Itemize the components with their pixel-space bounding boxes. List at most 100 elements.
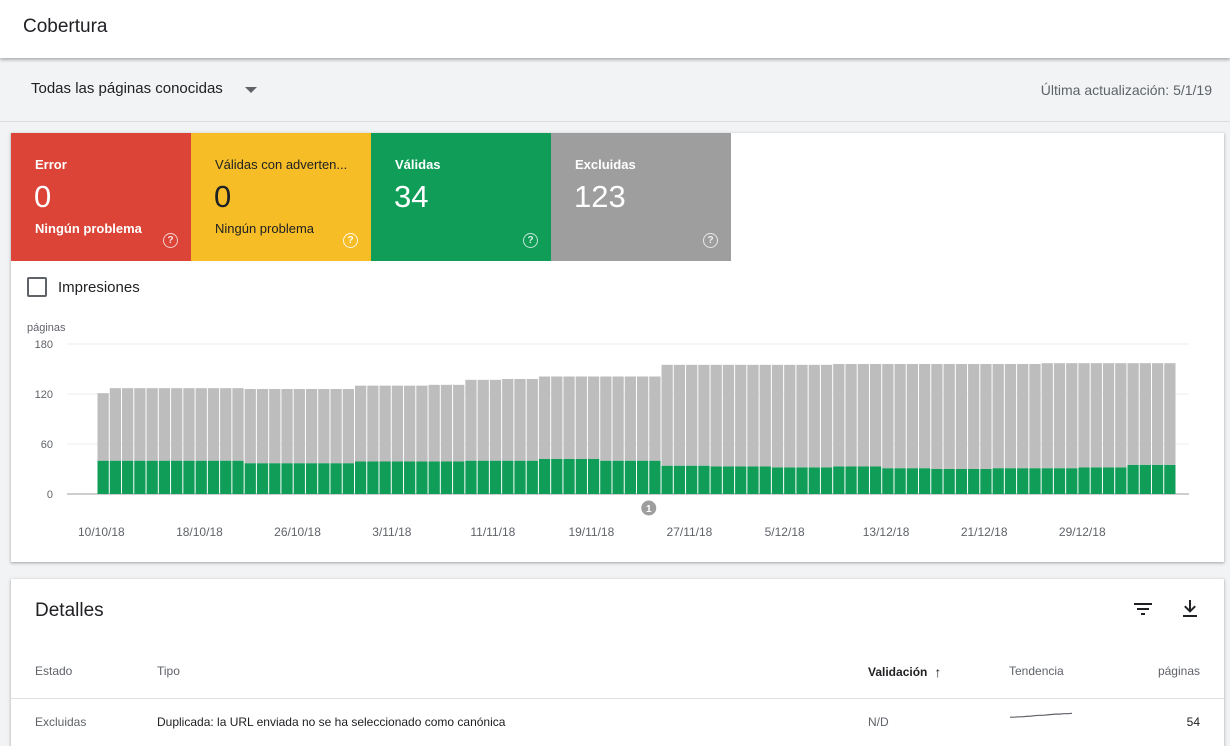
bar-excluded bbox=[404, 385, 416, 462]
bar-excluded bbox=[1053, 363, 1066, 469]
bar-excluded bbox=[698, 364, 710, 466]
bar-excluded bbox=[1127, 363, 1139, 465]
bar-excluded bbox=[637, 376, 649, 461]
bar-valid bbox=[624, 460, 636, 494]
bar-excluded bbox=[1041, 363, 1053, 469]
tile-error-label: Error bbox=[35, 157, 67, 172]
bar-valid bbox=[1017, 468, 1029, 494]
tile-excluded-label: Excluidas bbox=[575, 157, 636, 172]
bar-excluded bbox=[649, 376, 661, 461]
help-icon[interactable]: ? bbox=[523, 233, 538, 248]
tile-warning[interactable]: Válidas con adverten... 0 Ningún problem… bbox=[191, 133, 371, 261]
bar-excluded bbox=[747, 364, 759, 467]
tile-warning-sub: Ningún problema bbox=[215, 221, 315, 236]
details-table-header: Estado Tipo Validación ↑ Tendencia págin… bbox=[11, 651, 1224, 699]
tile-error[interactable]: Error 0 Ningún problema ? bbox=[11, 133, 191, 261]
tile-excluded-value: 123 bbox=[574, 179, 626, 214]
bar-excluded bbox=[391, 385, 404, 462]
bar-valid bbox=[281, 463, 293, 494]
row-estado: Excluidas bbox=[35, 715, 87, 729]
bar-valid bbox=[955, 469, 968, 494]
x-tick-label: 13/12/18 bbox=[863, 525, 910, 539]
help-icon[interactable]: ? bbox=[343, 233, 358, 248]
bar-excluded bbox=[612, 376, 624, 461]
bar-excluded bbox=[1164, 363, 1176, 465]
download-icon[interactable] bbox=[1178, 597, 1202, 621]
tile-warning-label: Válidas con adverten... bbox=[215, 157, 348, 172]
bar-valid bbox=[158, 460, 171, 494]
bar-valid bbox=[428, 461, 440, 494]
tile-excluded[interactable]: Excluidas 123 ? bbox=[551, 133, 731, 261]
bar-valid bbox=[919, 468, 931, 494]
bar-valid bbox=[710, 466, 722, 494]
filter-icon[interactable] bbox=[1131, 597, 1155, 621]
bar-excluded bbox=[1102, 363, 1115, 468]
bar-valid bbox=[845, 466, 857, 494]
bar-valid bbox=[637, 460, 649, 494]
bar-valid bbox=[992, 468, 1004, 494]
bar-valid bbox=[698, 465, 710, 494]
trend-sparkline bbox=[1010, 712, 1073, 718]
x-tick-label: 21/12/18 bbox=[961, 525, 1008, 539]
bar-excluded bbox=[305, 389, 318, 464]
row-paginas: 54 bbox=[1186, 715, 1200, 729]
y-tick-label: 0 bbox=[47, 489, 53, 501]
bar-excluded bbox=[1029, 364, 1041, 469]
bar-valid bbox=[1078, 467, 1090, 494]
bar-valid bbox=[232, 460, 244, 494]
help-icon[interactable]: ? bbox=[163, 233, 178, 248]
bar-valid bbox=[612, 460, 624, 494]
help-icon[interactable]: ? bbox=[703, 233, 718, 248]
x-tick-label: 18/10/18 bbox=[176, 525, 223, 539]
bar-excluded bbox=[354, 385, 367, 462]
impressions-checkbox[interactable] bbox=[27, 277, 47, 297]
bar-valid bbox=[943, 469, 955, 494]
bar-excluded bbox=[538, 376, 551, 459]
bar-valid bbox=[1066, 468, 1078, 494]
details-card: Detalles Estado Tipo Validación ↑ Tenden… bbox=[11, 579, 1224, 746]
impressions-label: Impresiones bbox=[58, 278, 140, 296]
bar-excluded bbox=[894, 364, 906, 469]
bar-excluded bbox=[416, 385, 428, 462]
bar-valid bbox=[747, 466, 759, 494]
y-tick-label: 120 bbox=[35, 389, 53, 401]
bar-valid bbox=[477, 460, 489, 494]
bar-excluded bbox=[906, 364, 919, 469]
column-validacion[interactable]: Validación ↑ bbox=[868, 664, 941, 680]
bar-valid bbox=[857, 466, 869, 494]
bar-valid bbox=[735, 466, 747, 494]
bar-excluded bbox=[207, 388, 220, 461]
x-tick-label: 3/11/18 bbox=[372, 525, 411, 539]
bar-valid bbox=[661, 465, 673, 494]
bar-excluded bbox=[857, 364, 869, 467]
bar-valid bbox=[526, 460, 538, 494]
details-title: Detalles bbox=[35, 600, 104, 621]
bar-excluded bbox=[526, 379, 538, 461]
bar-excluded bbox=[686, 364, 698, 466]
impressions-toggle[interactable]: Impresiones bbox=[27, 277, 140, 297]
bar-excluded bbox=[1151, 363, 1164, 465]
bar-valid bbox=[416, 461, 428, 494]
bar-valid bbox=[538, 459, 551, 494]
bar-valid bbox=[514, 460, 526, 494]
bar-valid bbox=[869, 466, 882, 494]
bar-excluded bbox=[183, 388, 195, 461]
bar-excluded bbox=[575, 376, 587, 459]
column-tipo[interactable]: Tipo bbox=[157, 664, 180, 678]
table-row[interactable]: Excluidas Duplicada: la URL enviada no s… bbox=[11, 699, 1224, 746]
bar-valid bbox=[379, 461, 391, 494]
tile-valid-label: Válidas bbox=[395, 157, 441, 172]
x-tick-label: 5/12/18 bbox=[765, 525, 805, 539]
bar-excluded bbox=[551, 376, 563, 459]
column-estado[interactable]: Estado bbox=[35, 664, 73, 678]
bar-excluded bbox=[992, 364, 1004, 469]
bar-valid bbox=[649, 460, 661, 494]
bar-valid bbox=[587, 459, 600, 494]
column-tendencia[interactable]: Tendencia bbox=[1009, 664, 1064, 678]
pages-filter-dropdown[interactable]: Todas las páginas conocidas bbox=[31, 80, 257, 97]
bar-valid bbox=[1102, 467, 1115, 494]
column-paginas[interactable]: páginas bbox=[1157, 664, 1200, 678]
bar-valid bbox=[293, 463, 305, 494]
bar-valid bbox=[330, 463, 342, 494]
tile-valid[interactable]: Válidas 34 ? bbox=[371, 133, 551, 261]
